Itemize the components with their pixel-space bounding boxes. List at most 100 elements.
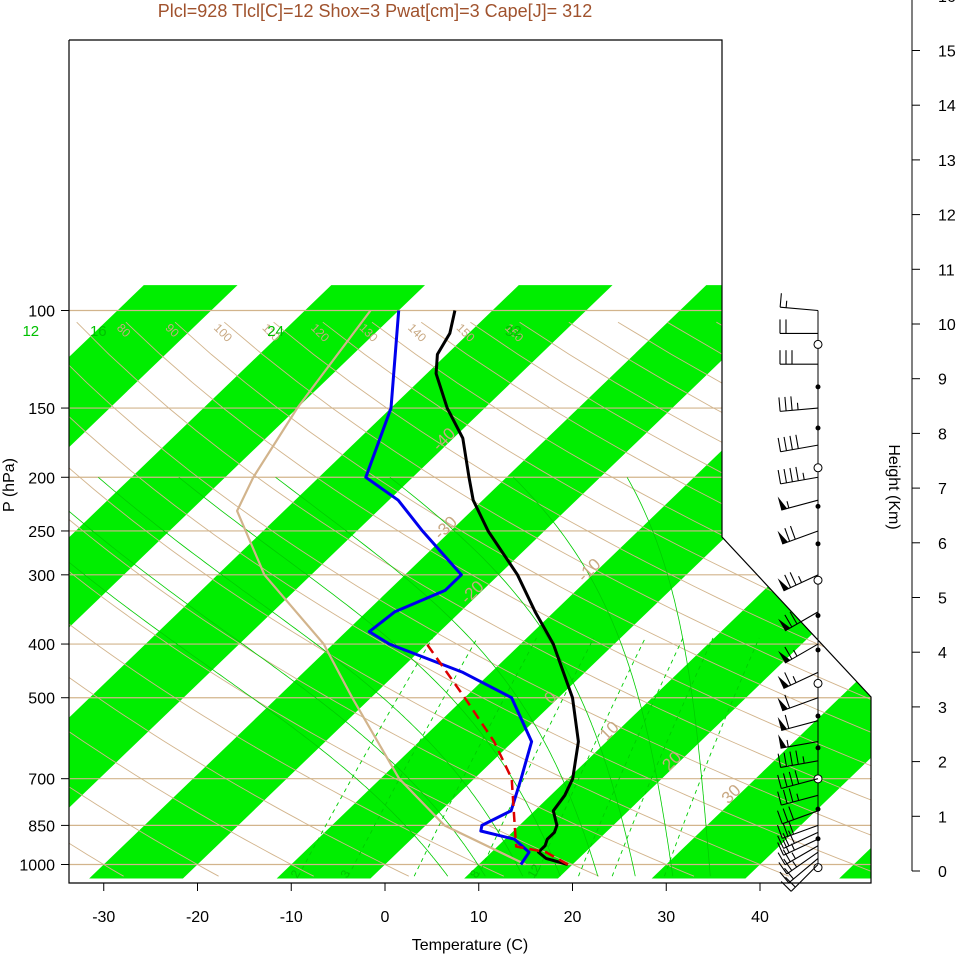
wind-barb-shaft xyxy=(782,697,819,712)
wind-barb-feather xyxy=(776,810,783,824)
moist-adiabat xyxy=(626,477,711,877)
wind-barb-feather xyxy=(777,835,785,849)
wind-barb xyxy=(777,714,819,732)
y-axis: 100 150 200 250 300 400 500 700 850 1000 xyxy=(19,304,69,875)
mixing-ratio-line xyxy=(413,637,537,877)
y-tick-label: 250 xyxy=(28,524,55,541)
x-axis: -30 -20 -10 0 10 20 30 40 xyxy=(92,882,769,926)
wind-barb-column xyxy=(776,293,823,892)
wind-barb-shaft xyxy=(781,720,819,732)
y-tick-label: 300 xyxy=(28,568,55,585)
wind-barb-flag xyxy=(777,496,788,511)
wind-barb xyxy=(779,857,819,884)
dry-adiabat xyxy=(69,321,504,877)
dry-adiabat-label: 100 xyxy=(211,321,235,345)
wind-barb-half-feather xyxy=(792,676,797,683)
wind-barb-feather xyxy=(783,858,793,871)
y-tick-label: 500 xyxy=(28,691,55,708)
wind-barb-feather xyxy=(784,527,791,542)
chart-title: Plcl=928 Tlcl[C]=12 Shox=3 Pwat[cm]=3 Ca… xyxy=(158,1,592,21)
plot-frame xyxy=(68,39,872,884)
height-tick-label: 4 xyxy=(938,645,947,662)
dry-adiabat xyxy=(174,321,871,877)
x-tick-label: 20 xyxy=(564,909,582,926)
x-tick-label: -10 xyxy=(280,909,303,926)
temperature-band xyxy=(69,285,613,879)
x-tick-label: 40 xyxy=(751,909,769,926)
wind-barb-half-feather xyxy=(796,793,800,801)
wind-barb-shaft xyxy=(784,845,819,866)
height-tick-label: 14 xyxy=(938,98,956,115)
wind-barb-flag xyxy=(778,734,787,749)
height-marker xyxy=(815,425,821,431)
y-tick-label: 150 xyxy=(28,401,55,418)
wind-barb-feather xyxy=(784,867,794,880)
wind-barb xyxy=(777,572,819,592)
wind-barb-half-feather xyxy=(793,649,798,657)
wind-barb xyxy=(777,845,819,866)
height-marker xyxy=(815,541,821,547)
height-tick-label: 0 xyxy=(938,864,947,881)
wind-barb-feather xyxy=(783,468,788,483)
wind-barb-feather xyxy=(782,832,790,847)
wind-barb-feather xyxy=(782,839,790,853)
wind-barb xyxy=(777,525,819,545)
wind-barb xyxy=(777,694,819,712)
wind-barb-feather xyxy=(777,437,782,452)
dry-adiabat xyxy=(69,321,600,877)
wind-barb-feather xyxy=(784,396,787,411)
dry-adiabat xyxy=(69,321,695,877)
wind-barb-half-feather xyxy=(802,756,805,764)
height-tick-label: 6 xyxy=(938,536,947,553)
y-tick-label: 100 xyxy=(28,304,55,321)
wind-barb-feather xyxy=(782,849,791,863)
x-tick-label: 30 xyxy=(657,909,675,926)
height-marker xyxy=(813,863,823,873)
dry-adiabat xyxy=(125,321,871,877)
x-tick-label: 10 xyxy=(470,909,488,926)
wind-barb-feather xyxy=(789,572,797,586)
wind-barb-feather xyxy=(790,396,793,411)
wind-barb-half-feather xyxy=(798,575,803,583)
x-axis-title: Temperature (C) xyxy=(412,937,528,954)
wind-barb-feather xyxy=(777,791,782,806)
wind-barb-flag xyxy=(778,618,791,631)
wind-barb xyxy=(777,788,819,806)
moist-adiabat-label: 12 xyxy=(22,323,39,340)
wind-barb-feather xyxy=(782,808,789,822)
height-marker xyxy=(815,503,821,509)
wind-barb xyxy=(777,671,819,689)
wind-barb-feather xyxy=(789,525,796,540)
dry-adiabat xyxy=(69,321,790,877)
wind-barb-feather xyxy=(778,397,781,412)
height-marker xyxy=(813,575,823,585)
height-tick-label: 8 xyxy=(938,426,947,443)
moist-adiabat xyxy=(513,477,674,877)
dry-adiabat xyxy=(69,322,219,877)
height-tick-label: 12 xyxy=(938,208,956,225)
mixing-ratio-line xyxy=(347,637,478,877)
height-tick-label: 7 xyxy=(938,481,947,498)
wind-barb-feather xyxy=(795,466,799,481)
height-tick-label: 10 xyxy=(938,317,956,334)
wind-barb-feather xyxy=(794,770,800,785)
dry-adiabat xyxy=(273,321,871,877)
wind-barb-flag xyxy=(777,697,788,711)
height-tick-label: 13 xyxy=(938,153,956,170)
moist-adiabat xyxy=(69,477,486,877)
wind-barb-flag xyxy=(777,716,788,731)
moist-adiabat-lines xyxy=(69,476,711,877)
dewpoint-line xyxy=(364,310,534,866)
wind-barb-flag xyxy=(777,578,789,591)
wind-barb xyxy=(779,319,818,334)
x-tick-label: 0 xyxy=(381,909,390,926)
wind-barb-feather xyxy=(789,611,798,625)
wind-barb xyxy=(780,864,819,892)
y-tick-label: 200 xyxy=(28,470,55,487)
wind-barb-feather xyxy=(788,830,795,844)
wind-barb-half-feather xyxy=(791,852,796,860)
moist-adiabat-label: 32 xyxy=(505,323,522,340)
dry-adiabat xyxy=(69,321,409,877)
wind-barb-feather xyxy=(788,788,794,803)
temperature-band xyxy=(464,285,871,879)
